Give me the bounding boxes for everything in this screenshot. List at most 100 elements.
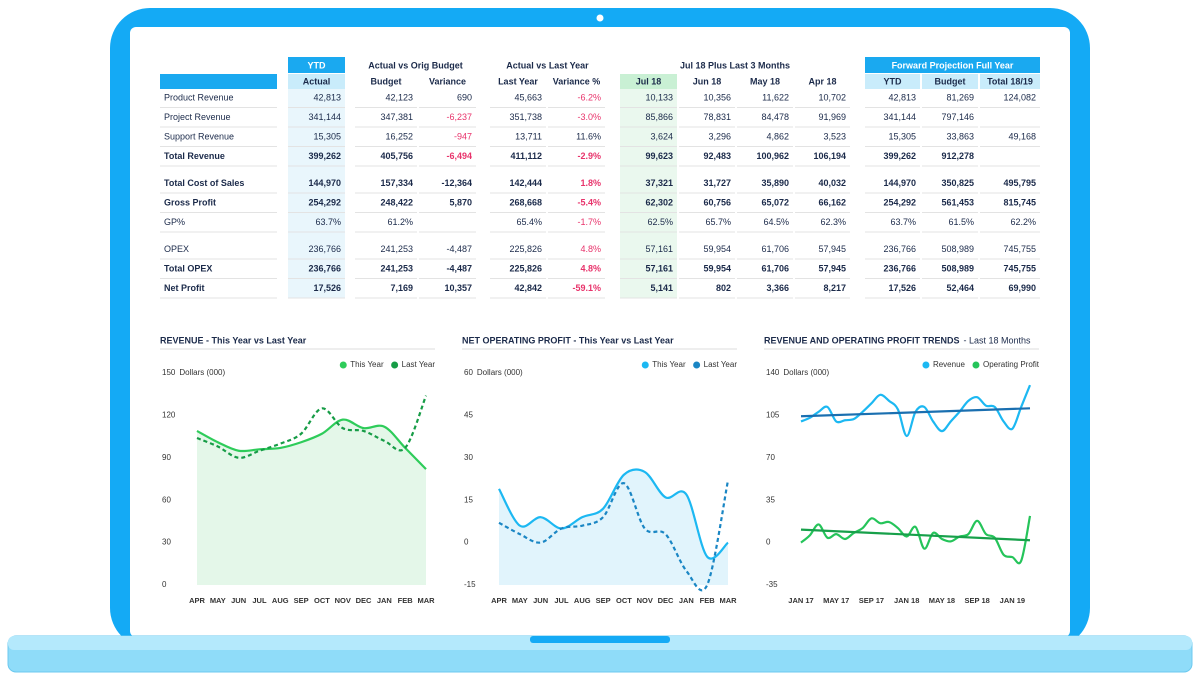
row-label: Support Revenue: [164, 131, 234, 141]
x-tick-label: JUN: [533, 596, 548, 605]
x-tick-label: DEC: [356, 596, 372, 605]
column-header: Jul 18: [636, 76, 662, 86]
table-cell: 341,144: [308, 112, 341, 122]
y-tick-label: 90: [162, 453, 171, 462]
line: [498, 468, 729, 560]
legend-label: Operating Profit: [983, 360, 1040, 369]
y-tick-label: 60: [464, 368, 473, 377]
table-cell: 248,422: [380, 197, 413, 207]
x-tick-label: JAN 19: [1000, 596, 1025, 605]
x-tick-label: AUG: [272, 596, 289, 605]
table-cell: 62,302: [645, 197, 673, 207]
y-tick-label: 105: [766, 411, 780, 420]
group-header: Actual vs Orig Budget: [368, 60, 463, 70]
table-cell: 341,144: [883, 112, 916, 122]
table-cell: -6.2%: [577, 92, 601, 102]
column-header: Actual: [303, 76, 331, 86]
table-cell: 61,706: [761, 244, 789, 254]
table-cell: 91,969: [818, 112, 846, 122]
table-cell: 241,253: [380, 263, 413, 273]
group-header: Actual vs Last Year: [506, 60, 589, 70]
column-header: Jun 18: [693, 76, 722, 86]
column-header-bg: [865, 74, 920, 89]
table-cell: 65.4%: [516, 217, 542, 227]
legend-swatch: [391, 361, 399, 369]
table-cell: 802: [716, 283, 731, 293]
y-tick-label: 0: [162, 580, 167, 589]
table-cell: 35,890: [761, 178, 789, 188]
column-header: Last Year: [498, 76, 538, 86]
legend-swatch: [922, 361, 930, 369]
table-cell: 4.8%: [580, 244, 601, 254]
line: [800, 515, 1032, 565]
table-cell: 745,755: [1003, 244, 1036, 254]
table-cell: 225,826: [509, 263, 542, 273]
table-cell: 1.8%: [580, 178, 601, 188]
column-header-bg: [922, 74, 978, 89]
table-cell: 42,842: [514, 283, 542, 293]
table-cell: 815,745: [1003, 197, 1036, 207]
y-tick-label: -35: [766, 580, 778, 589]
table-cell: 61,706: [761, 263, 789, 273]
legend-swatch: [693, 361, 701, 369]
table-cell: 66,162: [818, 197, 846, 207]
table-cell: 561,453: [941, 197, 974, 207]
table-cell: -12,364: [441, 178, 472, 188]
table-cell: 11,622: [762, 92, 789, 102]
table-cell: 144,970: [308, 178, 341, 188]
chart-title: REVENUE AND OPERATING PROFIT TRENDS: [764, 335, 960, 345]
group-header: Forward Projection Full Year: [892, 60, 1014, 70]
table-cell: 42,813: [313, 92, 341, 102]
x-tick-label: MAY 17: [823, 596, 849, 605]
table-cell: -6,237: [446, 112, 472, 122]
table-cell: -5.4%: [577, 197, 601, 207]
table-cell: 241,253: [380, 244, 413, 254]
row-label: Total Revenue: [164, 151, 225, 161]
x-tick-label: MAY 18: [929, 596, 955, 605]
table-cell: -59.1%: [572, 283, 601, 293]
table-cell: 912,278: [941, 151, 974, 161]
x-tick-label: NOV: [637, 596, 653, 605]
x-tick-label: SEP 17: [859, 596, 884, 605]
x-tick-label: JUN: [231, 596, 246, 605]
legend-label: Last Year: [704, 360, 738, 369]
row-label: Gross Profit: [164, 197, 216, 207]
legend-swatch: [339, 361, 347, 369]
chart-subtitle: - Last 18 Months: [964, 335, 1032, 345]
table-cell: 405,756: [380, 151, 413, 161]
x-tick-label: DEC: [658, 596, 674, 605]
table-cell: 3,366: [766, 283, 789, 293]
x-tick-label: NOV: [335, 596, 351, 605]
row-label: Total OPEX: [164, 263, 212, 273]
table-cell: 33,863: [946, 131, 974, 141]
table-cell: 37,321: [645, 178, 673, 188]
table-cell: 63.7%: [315, 217, 341, 227]
table-cell: 124,082: [1003, 92, 1036, 102]
table-cell: -3.0%: [577, 112, 601, 122]
row-label: Total Cost of Sales: [164, 178, 244, 188]
table-cell: 62.2%: [1010, 217, 1036, 227]
column-header-bg: [620, 74, 677, 89]
table-cell: 236,766: [308, 244, 341, 254]
table-cell: 399,262: [308, 151, 341, 161]
legend-swatch: [972, 361, 980, 369]
camera: [596, 14, 604, 22]
y-tick-label: 30: [464, 453, 473, 462]
legend-label: This Year: [350, 360, 384, 369]
legend-label: This Year: [652, 360, 686, 369]
table-cell: 268,668: [509, 197, 542, 207]
table-cell: 399,262: [883, 151, 916, 161]
table-cell: 7,169: [390, 283, 413, 293]
table-cell: 351,738: [509, 112, 542, 122]
y-axis-label: Dollars (000): [179, 368, 225, 377]
y-axis-label: Dollars (000): [783, 368, 829, 377]
table-cell: 236,766: [883, 263, 916, 273]
y-axis-label: Dollars (000): [477, 368, 523, 377]
table-cell: 508,989: [941, 244, 974, 254]
x-tick-label: JAN 17: [788, 596, 813, 605]
line: [498, 480, 730, 592]
column-header: Variance: [429, 76, 466, 86]
table-cell: 40,032: [818, 178, 846, 188]
